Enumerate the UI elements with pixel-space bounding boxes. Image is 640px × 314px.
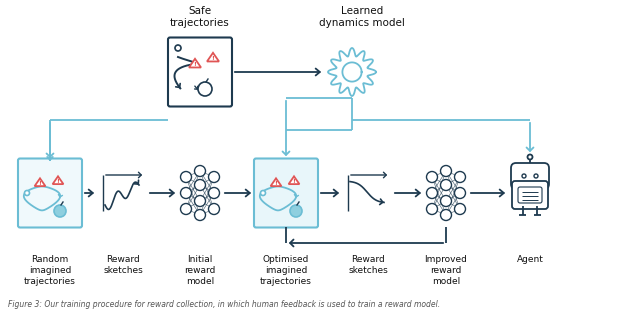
Circle shape bbox=[527, 154, 532, 160]
Text: Random
imagined
trajectories: Random imagined trajectories bbox=[24, 255, 76, 286]
FancyBboxPatch shape bbox=[168, 37, 232, 106]
Circle shape bbox=[454, 171, 465, 182]
Circle shape bbox=[198, 82, 212, 96]
Circle shape bbox=[290, 205, 302, 217]
Text: !: ! bbox=[38, 181, 42, 186]
FancyBboxPatch shape bbox=[254, 159, 318, 228]
Circle shape bbox=[195, 209, 205, 220]
Circle shape bbox=[24, 191, 29, 196]
Text: !: ! bbox=[292, 179, 296, 184]
FancyBboxPatch shape bbox=[518, 187, 542, 203]
Text: Optimised
imagined
trajectories: Optimised imagined trajectories bbox=[260, 255, 312, 286]
Circle shape bbox=[195, 196, 205, 207]
Text: Reward
sketches: Reward sketches bbox=[103, 255, 143, 275]
Circle shape bbox=[426, 171, 438, 182]
Circle shape bbox=[440, 180, 451, 191]
Circle shape bbox=[260, 191, 266, 196]
Circle shape bbox=[426, 187, 438, 198]
Polygon shape bbox=[207, 53, 219, 62]
Circle shape bbox=[195, 165, 205, 176]
Circle shape bbox=[209, 203, 220, 214]
Circle shape bbox=[440, 196, 451, 207]
Text: !: ! bbox=[275, 181, 277, 186]
Text: Agent: Agent bbox=[516, 255, 543, 264]
Circle shape bbox=[180, 171, 191, 182]
Text: Improved
reward
model: Improved reward model bbox=[424, 255, 467, 286]
Circle shape bbox=[175, 45, 181, 51]
Circle shape bbox=[454, 203, 465, 214]
Text: Learned
dynamics model: Learned dynamics model bbox=[319, 6, 405, 28]
Polygon shape bbox=[189, 59, 201, 68]
Circle shape bbox=[54, 205, 66, 217]
Text: Reward
sketches: Reward sketches bbox=[348, 255, 388, 275]
Circle shape bbox=[180, 187, 191, 198]
Circle shape bbox=[195, 180, 205, 191]
Circle shape bbox=[454, 187, 465, 198]
Text: Safe
trajectories: Safe trajectories bbox=[170, 6, 230, 28]
Text: !: ! bbox=[193, 62, 196, 68]
Circle shape bbox=[522, 174, 526, 178]
Polygon shape bbox=[271, 178, 282, 186]
Circle shape bbox=[440, 165, 451, 176]
Circle shape bbox=[180, 203, 191, 214]
Polygon shape bbox=[289, 176, 300, 184]
Circle shape bbox=[440, 209, 451, 220]
Polygon shape bbox=[35, 178, 45, 186]
Text: !: ! bbox=[212, 57, 214, 61]
FancyBboxPatch shape bbox=[18, 159, 82, 228]
Circle shape bbox=[426, 203, 438, 214]
Circle shape bbox=[534, 174, 538, 178]
FancyBboxPatch shape bbox=[511, 163, 549, 189]
FancyBboxPatch shape bbox=[512, 181, 548, 209]
Circle shape bbox=[209, 187, 220, 198]
Circle shape bbox=[209, 171, 220, 182]
Text: Initial
reward
model: Initial reward model bbox=[184, 255, 216, 286]
Text: Figure 3: Our training procedure for reward collection, in which human feedback : Figure 3: Our training procedure for rew… bbox=[8, 300, 440, 309]
Text: !: ! bbox=[56, 179, 60, 184]
Polygon shape bbox=[52, 176, 63, 184]
